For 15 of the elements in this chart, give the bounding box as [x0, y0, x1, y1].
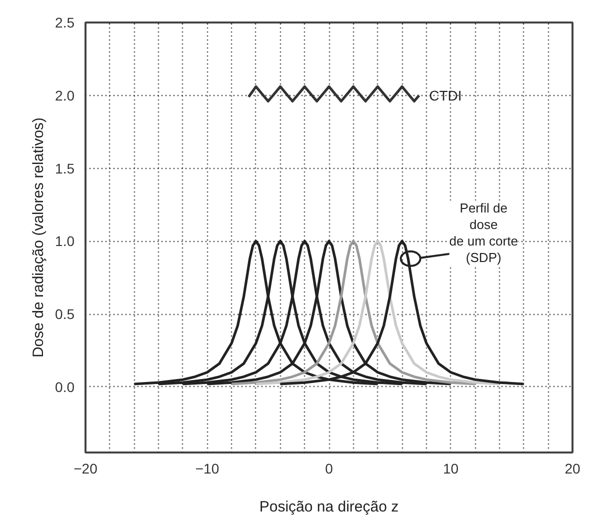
x-tick-label: 20	[564, 460, 580, 476]
x-axis-title: Posição na direção z	[259, 498, 399, 516]
y-tick-label: 0.0	[55, 378, 75, 395]
y-axis-title: Dose de radiação (valores relativos)	[30, 117, 48, 358]
y-tick-label: 2.5	[55, 14, 75, 30]
y-tick-label: 1.5	[55, 160, 75, 176]
x-tick-label: 10	[442, 460, 459, 476]
x-tick-label: 0	[325, 460, 334, 476]
y-tick-label: 2.0	[55, 87, 75, 104]
y-tick-label: 0.5	[55, 306, 75, 322]
series-label: CTDI	[429, 87, 462, 104]
x-tick-label: −10	[195, 460, 220, 476]
annotation: Perfil de dose de um corte (SDP)	[449, 200, 518, 265]
x-tick-label: −20	[74, 460, 98, 476]
y-tick-label: 1.0	[55, 233, 75, 250]
